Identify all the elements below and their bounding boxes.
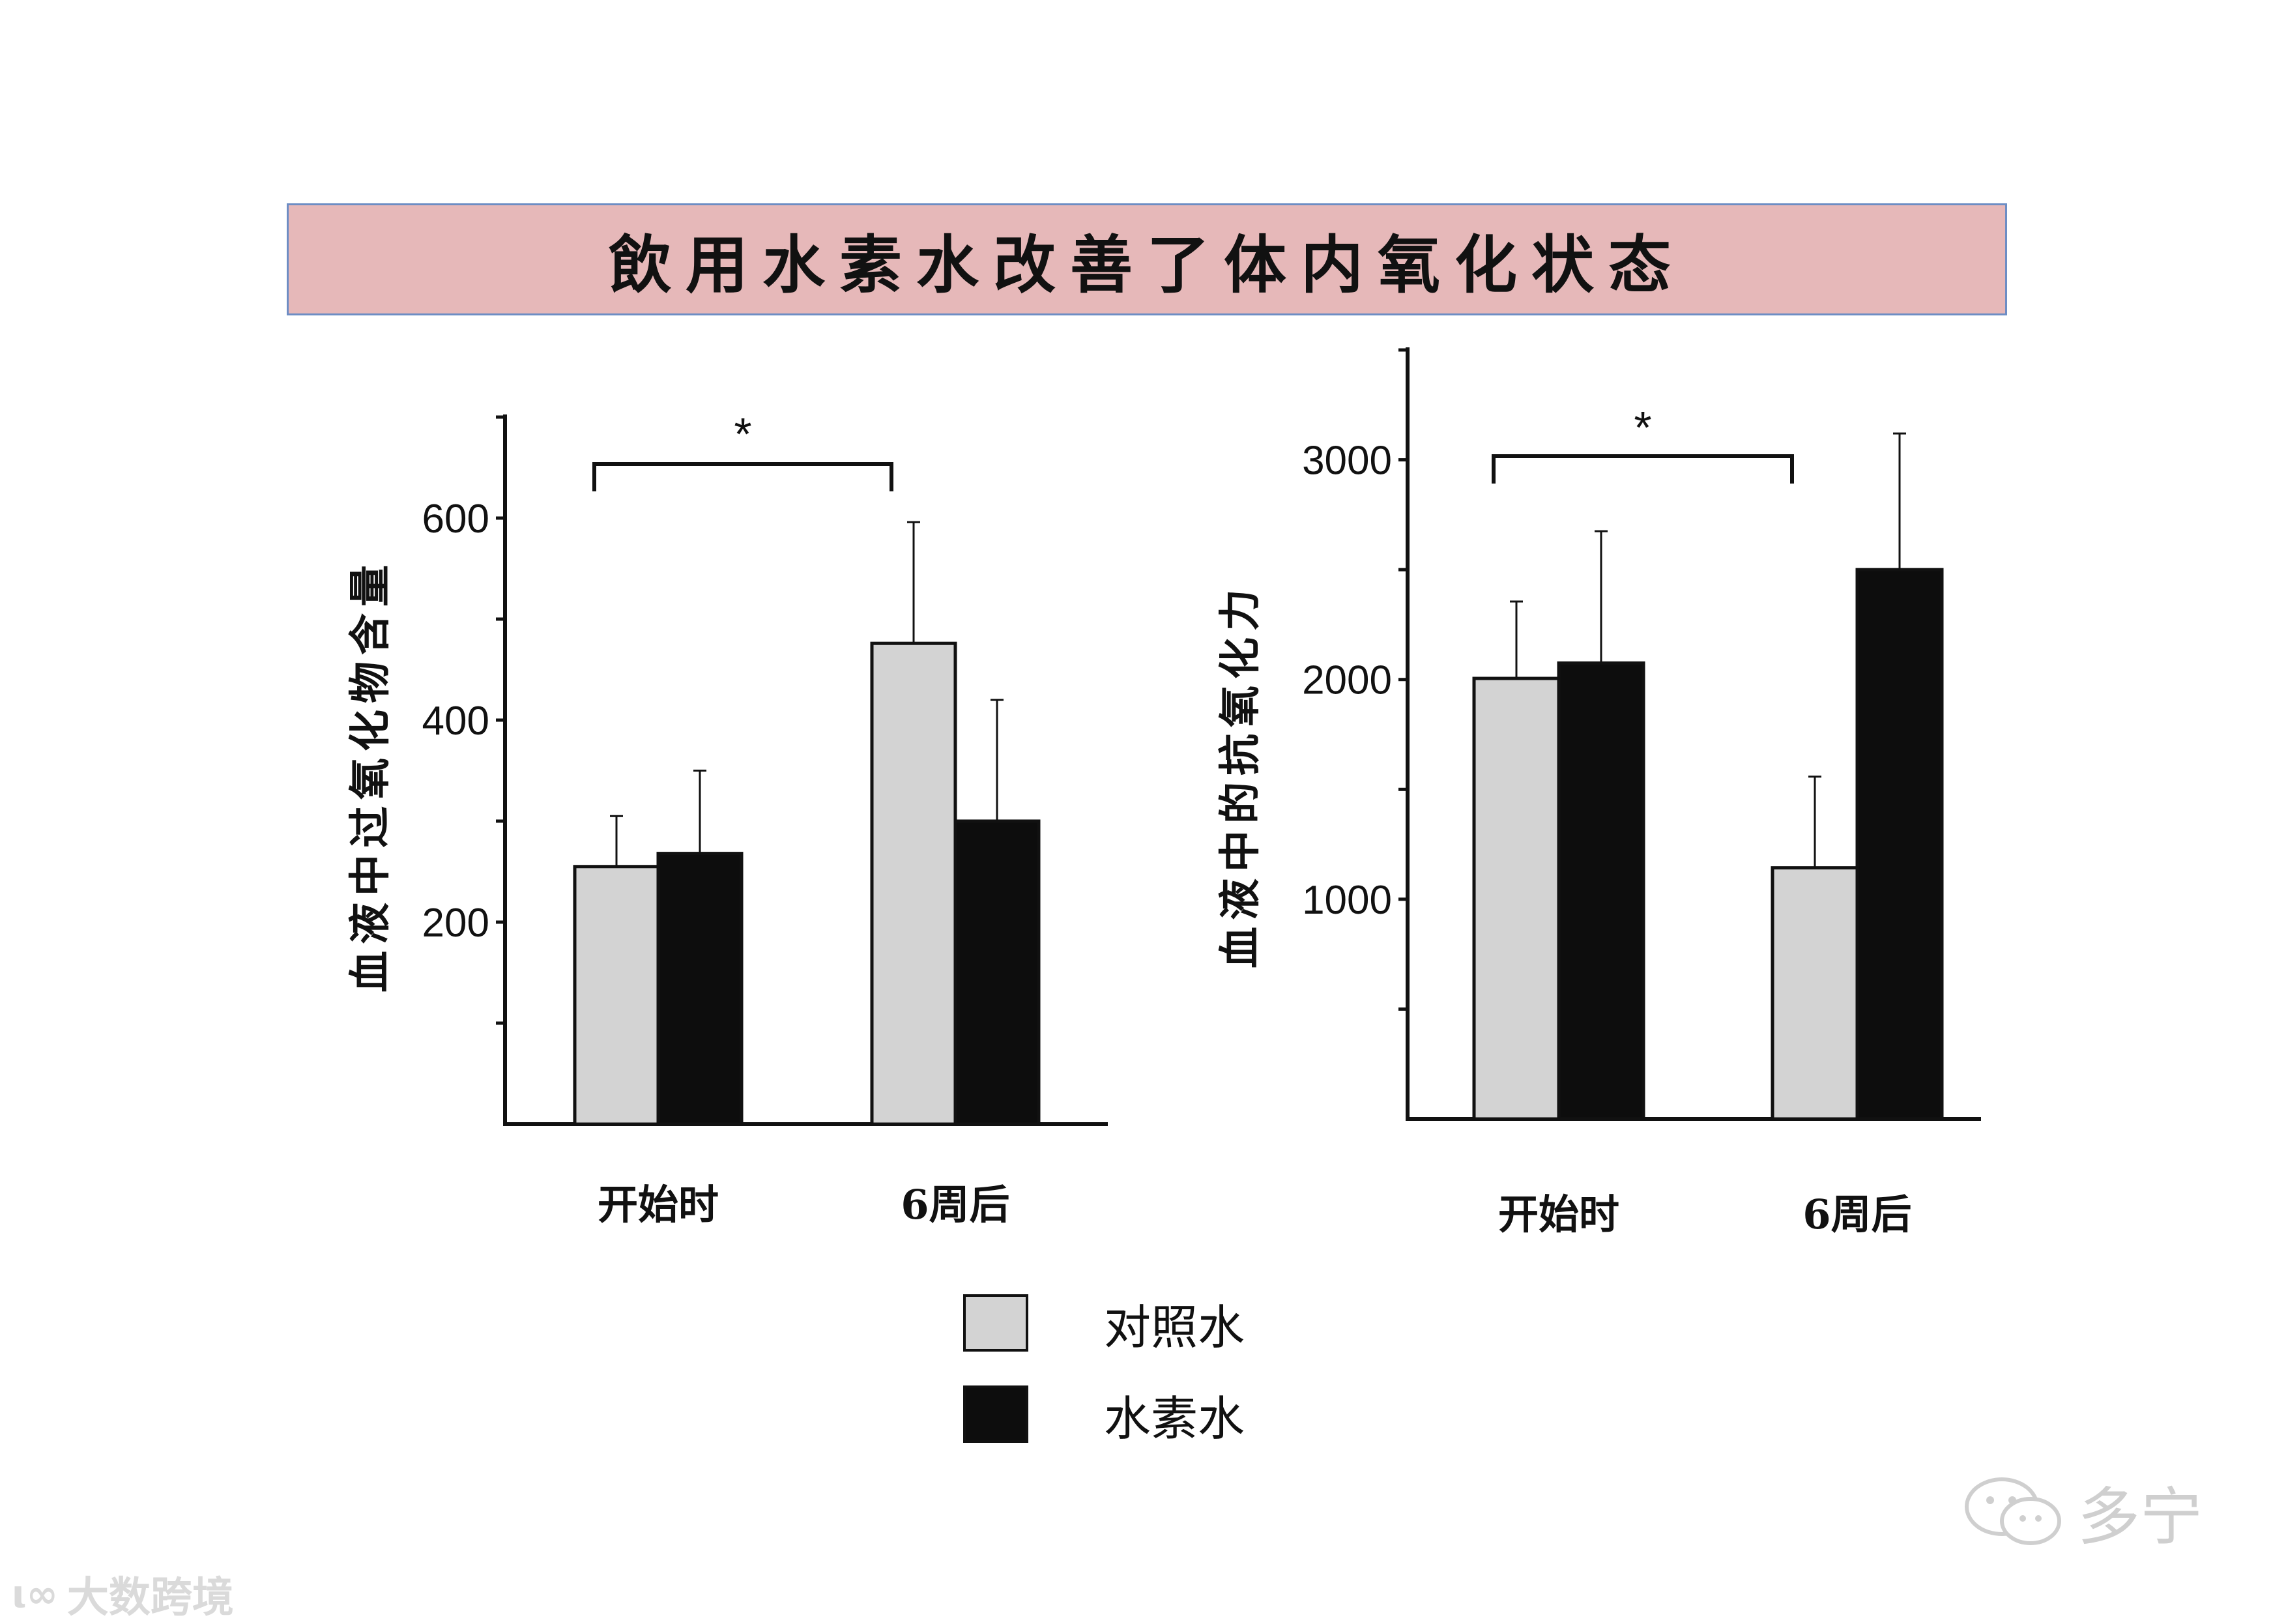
bar bbox=[656, 852, 744, 1126]
bar bbox=[573, 865, 660, 1126]
x-tick-label: 开始时 bbox=[598, 1181, 719, 1228]
significance-bracket bbox=[592, 462, 893, 491]
y-tick-label: 1000 bbox=[1302, 878, 1392, 923]
title-banner: 飲用水素水改善了体内氧化状态 bbox=[287, 203, 2007, 315]
wechat-icon bbox=[1965, 1477, 2061, 1545]
watermark-left-text: 大数跨境 bbox=[66, 1574, 234, 1622]
bar bbox=[1855, 568, 1944, 1121]
watermark-logo-icon: ι∞ bbox=[12, 1572, 58, 1616]
bar bbox=[1771, 866, 1859, 1121]
y-tick-label: 3000 bbox=[1302, 439, 1392, 484]
legend-swatch-control bbox=[963, 1294, 1028, 1352]
legend-label-hydrogen: 水素水 bbox=[1104, 1391, 1245, 1446]
x-tick-label: 6周后 bbox=[901, 1181, 1009, 1228]
x-tick-label: 6周后 bbox=[1802, 1191, 1911, 1238]
y-tick-label: 200 bbox=[422, 901, 489, 946]
legend: 对照水 水素水 bbox=[963, 1292, 1245, 1474]
legend-item-hydrogen: 水素水 bbox=[963, 1383, 1245, 1446]
y-axis-label: 血液中的抗氧化力 bbox=[1216, 583, 1265, 968]
y-tick-label: 2000 bbox=[1302, 658, 1392, 703]
watermark-left: ι∞ 大数跨境 bbox=[12, 1564, 234, 1624]
significance-star: * bbox=[734, 409, 751, 459]
y-tick-label: 600 bbox=[422, 497, 489, 542]
bar bbox=[1472, 676, 1561, 1121]
y-tick-label: 400 bbox=[422, 699, 489, 744]
watermark-right-text: 多宁 bbox=[2077, 1481, 2203, 1554]
legend-label-control: 对照水 bbox=[1104, 1299, 1245, 1355]
watermark-right: 多宁 bbox=[1961, 1466, 2203, 1557]
x-tick-label: 开始时 bbox=[1498, 1191, 1619, 1238]
legend-swatch-hydrogen bbox=[963, 1385, 1028, 1443]
y-axis-label: 血液中过氧化物含量 bbox=[346, 558, 395, 993]
legend-item-control: 对照水 bbox=[963, 1292, 1245, 1355]
bar bbox=[953, 819, 1041, 1126]
significance-star: * bbox=[1634, 402, 1651, 453]
significance-bracket bbox=[1492, 454, 1794, 484]
bar bbox=[870, 641, 957, 1126]
chart-title: 飲用水素水改善了体内氧化状态 bbox=[609, 227, 1685, 302]
bar bbox=[1557, 661, 1645, 1121]
